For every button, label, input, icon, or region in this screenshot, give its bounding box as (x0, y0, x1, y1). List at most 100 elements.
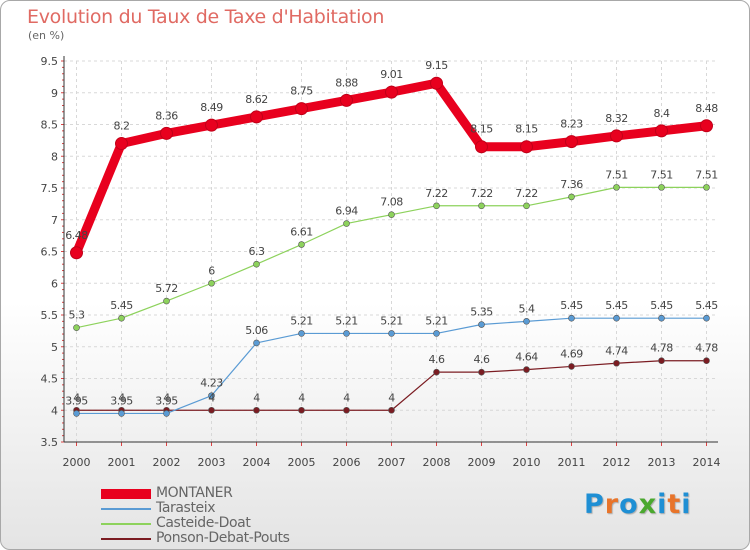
data-label: 4 (118, 391, 125, 404)
data-label: 7.51 (695, 168, 718, 181)
data-label: 7.22 (425, 187, 448, 200)
legend-swatch (101, 489, 151, 499)
data-point (295, 102, 308, 116)
data-point (115, 137, 128, 151)
legend-label: Casteide-Doat (156, 515, 251, 531)
y-tick-label: 4.5 (41, 373, 59, 386)
data-label: 7.36 (560, 178, 583, 191)
y-tick-label: 9.5 (41, 55, 59, 68)
data-label: 5.45 (695, 299, 718, 312)
data-label: 5.45 (560, 299, 583, 312)
data-label: 4.69 (560, 347, 583, 360)
legend-swatch (101, 523, 151, 525)
x-tick-label: 2003 (198, 456, 226, 469)
data-point (523, 202, 530, 210)
data-label: 4 (253, 391, 260, 404)
logo-letter: P (584, 489, 605, 520)
data-point (478, 321, 485, 328)
data-label: 7.22 (470, 187, 493, 200)
data-label: 4.78 (695, 342, 718, 355)
x-tick-label: 2009 (468, 456, 496, 469)
chart-title: Evolution du Taux de Taxe d'Habitation (27, 6, 385, 28)
data-label: 4.64 (515, 351, 538, 364)
data-label: 8.49 (200, 101, 223, 114)
data-point (565, 135, 578, 149)
data-point (73, 324, 80, 332)
data-point (658, 314, 665, 322)
data-point (613, 184, 620, 191)
data-point (118, 410, 125, 417)
legend-label: MONTANER (156, 485, 233, 501)
data-point (433, 368, 440, 376)
data-point (478, 368, 485, 376)
data-point (253, 406, 260, 414)
data-label: 5.45 (605, 299, 628, 312)
x-tick-label: 2011 (558, 456, 586, 469)
legend-label: Tarasteix (156, 500, 216, 516)
data-point (475, 140, 488, 154)
x-tick-label: 2012 (603, 456, 631, 469)
x-tick-label: 2000 (63, 456, 91, 469)
chart-unit: (en %) (28, 29, 65, 42)
y-tick-label: 3.5 (41, 436, 59, 449)
data-point (613, 314, 620, 322)
data-label: 8.48 (695, 102, 718, 115)
logo-letter: i (681, 489, 692, 520)
y-tick-label: 8.5 (41, 119, 59, 132)
data-point (340, 93, 353, 107)
data-label: 4.78 (650, 342, 673, 355)
data-point (298, 406, 305, 414)
y-tick-label: 5 (51, 341, 58, 354)
data-label: 8.62 (245, 93, 268, 106)
data-label: 8.23 (560, 118, 583, 131)
data-point (568, 363, 575, 370)
data-label: 6.61 (290, 226, 313, 239)
data-point (388, 211, 395, 218)
data-point (613, 359, 620, 367)
x-tick-label: 2013 (648, 456, 676, 469)
data-label: 5.35 (470, 306, 493, 319)
data-label: 7.08 (380, 196, 403, 209)
data-label: 7.22 (515, 187, 538, 200)
x-tick-label: 2006 (333, 456, 361, 469)
data-label: 7.51 (605, 168, 628, 181)
data-label: 5.45 (650, 299, 673, 312)
data-label: 6.94 (335, 205, 358, 218)
data-label: 4.23 (200, 377, 223, 390)
data-point (118, 314, 125, 322)
data-point (208, 406, 215, 414)
x-tick-label: 2001 (108, 456, 136, 469)
data-point (160, 126, 173, 140)
data-point (703, 314, 710, 322)
data-label: 5.21 (380, 314, 403, 327)
data-point (703, 184, 710, 191)
data-label: 5.21 (290, 314, 313, 327)
data-point (73, 410, 80, 417)
logo-letter: o (619, 489, 639, 520)
data-point (208, 392, 215, 399)
data-label: 3.95 (155, 394, 178, 407)
data-point (388, 406, 395, 414)
x-tick-label: 2007 (378, 456, 406, 469)
data-label: 3.95 (110, 394, 133, 407)
data-point (568, 314, 575, 322)
data-label: 8.15 (470, 123, 493, 136)
data-label: 8.75 (290, 85, 313, 98)
data-label: 4.74 (605, 344, 628, 357)
data-point (253, 339, 260, 347)
data-point (298, 330, 305, 337)
y-tick-label: 4 (51, 404, 58, 417)
data-label: 9.01 (380, 68, 403, 81)
y-tick-label: 6.5 (41, 246, 59, 259)
proxiti-logo: Proxiti (584, 489, 692, 520)
data-label: 8.88 (335, 76, 358, 89)
x-tick-label: 2005 (288, 456, 316, 469)
data-label: 9.15 (425, 59, 448, 72)
data-point (523, 366, 530, 373)
logo-letter: r (604, 489, 620, 520)
data-label: 5.4 (519, 302, 535, 315)
data-point (430, 76, 443, 90)
x-tick-label: 2002 (153, 456, 181, 469)
